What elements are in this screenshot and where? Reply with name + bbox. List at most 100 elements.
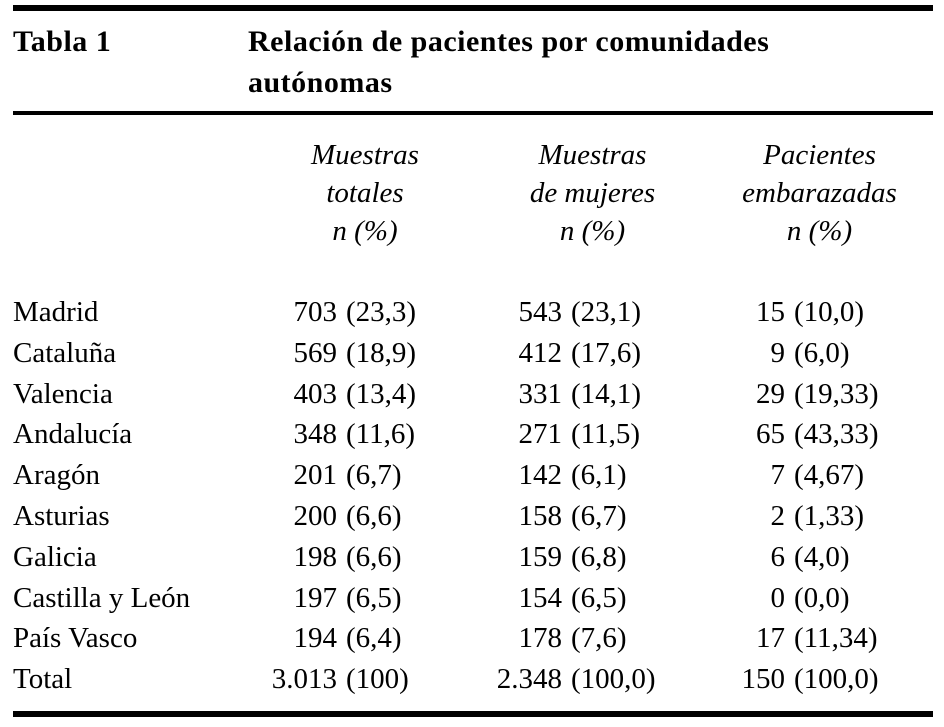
value-embarazadas-pct: (43,33) <box>794 418 879 451</box>
cell-pacientes-embarazadas: 7 (4,67) <box>705 455 934 496</box>
value-total-pct: (6,6) <box>346 499 402 532</box>
value-embarazadas-n: 2 <box>770 499 786 532</box>
value-embarazadas-n: 15 <box>756 296 785 328</box>
value-embarazadas-pct: (0,0) <box>794 581 850 614</box>
value-embarazadas-pct: (1,33) <box>794 499 865 532</box>
value-mujeres-pct: (11,5) <box>571 418 640 451</box>
cell-pacientes-embarazadas: 29 (19,33) <box>705 374 934 415</box>
table-row: Madrid 703 (23,3) 543 (23,1) 15 (10,0) <box>13 292 934 333</box>
value-mujeres-n: 158 <box>518 499 563 532</box>
header-line: Muestras <box>538 139 647 171</box>
header-muestras-totales: Muestras totales n (%) <box>250 136 480 250</box>
table-row: País Vasco 194 (6,4) 178 (7,6) 17 (11,34… <box>13 618 934 659</box>
cell-muestras-totales: 403 (13,4) <box>250 374 480 415</box>
value-embarazadas-n: 150 <box>741 663 786 696</box>
value-embarazadas-n: 65 <box>756 418 785 451</box>
header-line: n (%) <box>559 215 626 247</box>
value-embarazadas-pct: (100,0) <box>794 663 879 696</box>
row-region: Galicia <box>13 540 97 573</box>
cell-muestras-mujeres: 412 (17,6) <box>480 333 705 374</box>
table-header-row: Muestras totales n (%) Muestras de mujer… <box>13 136 934 250</box>
value-mujeres-n: 543 <box>518 296 563 328</box>
value-mujeres-pct: (23,1) <box>571 296 642 328</box>
cell-muestras-mujeres: 154 (6,5) <box>480 578 705 619</box>
table-rule-mid <box>13 111 933 115</box>
value-total-pct: (11,6) <box>346 418 415 451</box>
value-embarazadas-n: 0 <box>770 581 786 614</box>
value-mujeres-n: 154 <box>518 581 563 614</box>
value-mujeres-pct: (14,1) <box>571 377 642 410</box>
value-total-pct: (6,5) <box>346 581 402 614</box>
table-rule-bottom <box>13 711 933 717</box>
value-embarazadas-n: 7 <box>770 459 786 492</box>
row-region: Aragón <box>13 459 100 492</box>
value-total-n: 194 <box>293 622 338 655</box>
table-row: Galicia 198 (6,6) 159 (6,8) 6 (4,0) <box>13 537 934 578</box>
table-row: Castilla y León 197 (6,5) 154 (6,5) 0 (0… <box>13 578 934 619</box>
row-region: Asturias <box>13 499 110 532</box>
cell-muestras-mujeres: 158 (6,7) <box>480 496 705 537</box>
cell-muestras-mujeres: 178 (7,6) <box>480 618 705 659</box>
value-total-pct: (6,7) <box>346 459 402 492</box>
cell-muestras-totales: 569 (18,9) <box>250 333 480 374</box>
value-mujeres-pct: (6,7) <box>571 499 627 532</box>
value-total-pct: (6,4) <box>346 622 402 655</box>
cell-muestras-mujeres: 543 (23,1) <box>480 292 705 333</box>
value-embarazadas-pct: (6,0) <box>794 336 850 369</box>
header-muestras-mujeres: Muestras de mujeres n (%) <box>480 136 705 250</box>
row-region: Cataluña <box>13 336 117 369</box>
table-caption-title: Relación de pacientes por comunidades au… <box>248 25 770 99</box>
value-total-n: 197 <box>293 581 338 614</box>
value-total-n: 3.013 <box>271 663 337 696</box>
cell-muestras-mujeres: 142 (6,1) <box>480 455 705 496</box>
value-mujeres-pct: (6,5) <box>571 581 627 614</box>
cell-muestras-totales: 198 (6,6) <box>250 537 480 578</box>
value-mujeres-n: 331 <box>518 377 563 410</box>
header-line: totales <box>326 177 404 209</box>
cell-muestras-totales: 3.013 (100) <box>250 659 480 700</box>
value-mujeres-n: 412 <box>518 336 563 369</box>
cell-pacientes-embarazadas: 15 (10,0) <box>705 292 934 333</box>
cell-muestras-mujeres: 159 (6,8) <box>480 537 705 578</box>
value-total-pct: (100) <box>346 663 409 696</box>
cell-muestras-totales: 703 (23,3) <box>250 292 480 333</box>
value-embarazadas-pct: (4,0) <box>794 540 850 573</box>
cell-muestras-mujeres: 331 (14,1) <box>480 374 705 415</box>
value-mujeres-pct: (100,0) <box>571 663 656 696</box>
table-row: Total 3.013 (100) 2.348 (100,0) 150 (100… <box>13 659 934 700</box>
row-region: Total <box>13 663 73 696</box>
value-mujeres-n: 178 <box>518 622 563 655</box>
value-total-pct: (18,9) <box>346 336 417 369</box>
value-mujeres-n: 142 <box>518 459 563 492</box>
cell-pacientes-embarazadas: 6 (4,0) <box>705 537 934 578</box>
value-embarazadas-pct: (10,0) <box>794 296 865 328</box>
cell-muestras-totales: 194 (6,4) <box>250 618 480 659</box>
table-row: Andalucía 348 (11,6) 271 (11,5) 65 (43,3… <box>13 414 934 455</box>
header-line: n (%) <box>786 215 853 247</box>
header-line: Muestras <box>311 139 419 171</box>
value-total-n: 403 <box>293 377 338 410</box>
value-embarazadas-n: 29 <box>756 377 785 410</box>
header-pacientes-embarazadas: Pacientes embarazadas n (%) <box>705 136 934 250</box>
header-line: embarazadas <box>742 177 897 209</box>
table-row: Asturias 200 (6,6) 158 (6,7) 2 (1,33) <box>13 496 934 537</box>
cell-muestras-mujeres: 271 (11,5) <box>480 414 705 455</box>
cell-muestras-totales: 348 (11,6) <box>250 414 480 455</box>
row-region: Madrid <box>13 296 99 328</box>
header-line: n (%) <box>332 215 398 247</box>
value-embarazadas-pct: (4,67) <box>794 459 865 492</box>
value-mujeres-pct: (6,8) <box>571 540 627 573</box>
value-total-n: 198 <box>293 540 338 573</box>
value-total-n: 348 <box>293 418 338 451</box>
value-total-pct: (23,3) <box>346 296 417 328</box>
value-mujeres-n: 2.348 <box>496 663 562 696</box>
header-spacer <box>13 136 250 250</box>
table-row: Aragón 201 (6,7) 142 (6,1) 7 (4,67) <box>13 455 934 496</box>
value-total-pct: (6,6) <box>346 540 402 573</box>
cell-muestras-totales: 197 (6,5) <box>250 578 480 619</box>
value-total-pct: (13,4) <box>346 377 417 410</box>
cell-muestras-mujeres: 2.348 (100,0) <box>480 659 705 700</box>
cell-pacientes-embarazadas: 150 (100,0) <box>705 659 934 700</box>
header-line: de mujeres <box>529 177 656 209</box>
